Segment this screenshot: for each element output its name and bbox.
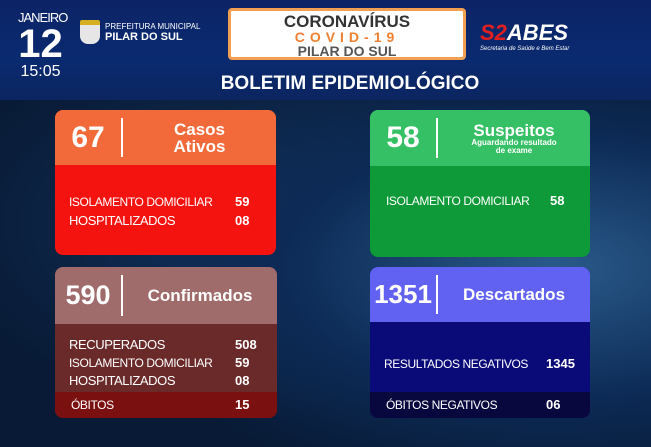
- row-value: 59: [235, 194, 250, 209]
- ativos-label2: Ativos: [173, 136, 226, 156]
- banner-line2: COVID-19: [294, 29, 400, 45]
- sabes-logo-text: ABES: [506, 20, 569, 45]
- date-block: JANEIRO 12 15:05: [18, 10, 68, 81]
- row-value: 06: [546, 397, 561, 412]
- suspeitos-sub2: de exame: [495, 145, 533, 155]
- ativos-label1: Casos: [173, 119, 226, 139]
- row-value: 08: [235, 213, 250, 228]
- card-casos-ativos: 67 Casos Ativos ISOLAMENTO DOMICILIAR 59 …: [55, 110, 276, 255]
- prefeitura-logo: PREFEITURA MUNICIPAL PILAR DO SUL: [80, 20, 200, 44]
- banner-line3: PILAR DO SUL: [297, 43, 397, 59]
- crest-icon: [80, 20, 100, 44]
- day: 12: [18, 22, 63, 66]
- suspeitos-sub1: Aguardando resultado: [471, 137, 557, 147]
- row-label: ISOLAMENTO DOMICILIAR: [69, 356, 213, 370]
- card-suspeitos: 58 Suspeitos Aguardando resultado de exa…: [370, 110, 590, 257]
- row-label: ÓBITOS: [71, 398, 114, 412]
- prefeitura-line1: PREFEITURA MUNICIPAL: [105, 21, 201, 31]
- covid-banner: CORONAVÍRUS COVID-19 PILAR DO SUL: [228, 8, 466, 60]
- divider: [436, 275, 438, 314]
- page-title: BOLETIM EPIDEMIOLÓGICO: [220, 73, 480, 94]
- row-label: ISOLAMENTO DOMICILIAR: [386, 194, 530, 208]
- row-value: 15: [235, 397, 250, 412]
- row-label: RECUPERADOS: [69, 337, 166, 352]
- sabes-logo-red: S2: [480, 20, 507, 45]
- row-label: HOSPITALIZADOS: [69, 373, 176, 388]
- descartados-count: 1351: [374, 279, 432, 309]
- row-label: RESULTADOS NEGATIVOS: [384, 357, 529, 371]
- time: 15:05: [20, 63, 61, 80]
- row-label: ÓBITOS NEGATIVOS: [386, 398, 498, 412]
- confirmados-count: 590: [65, 280, 111, 310]
- obitos-band: ÓBITOS 15: [55, 392, 277, 418]
- divider: [436, 118, 438, 158]
- descartados-label: Descartados: [462, 285, 566, 304]
- row-value: 08: [235, 373, 250, 388]
- divider: [121, 275, 123, 316]
- month: JANEIRO: [18, 10, 68, 25]
- ativos-count: 67: [71, 120, 105, 154]
- row-value: 58: [550, 193, 565, 208]
- divider: [121, 118, 123, 157]
- sabes-logo: S2ABES Secretaria de Saúde e Bem Estar: [480, 20, 569, 52]
- confirmados-label: Confirmados: [147, 286, 253, 305]
- row-value: 508: [235, 337, 257, 352]
- suspeitos-count: 58: [386, 121, 420, 154]
- prefeitura-line2: PILAR DO SUL: [105, 30, 183, 43]
- card-confirmados: 590 Confirmados RECUPERADOS 508 ISOLAMEN…: [55, 267, 277, 418]
- sabes-subtitle: Secretaria de Saúde e Bem Estar: [480, 46, 570, 52]
- row-value: 59: [235, 355, 250, 370]
- row-label: HOSPITALIZADOS: [69, 213, 176, 228]
- card-descartados: 1351 Descartados RESULTADOS NEGATIVOS 13…: [370, 267, 590, 418]
- row-label: ISOLAMENTO DOMICILIAR: [69, 195, 213, 209]
- banner-line1: CORONAVÍRUS: [283, 12, 411, 31]
- row-value: 1345: [546, 356, 575, 371]
- suspeitos-label: Suspeitos: [473, 120, 555, 140]
- obitos-band: ÓBITOS NEGATIVOS 06: [370, 392, 590, 418]
